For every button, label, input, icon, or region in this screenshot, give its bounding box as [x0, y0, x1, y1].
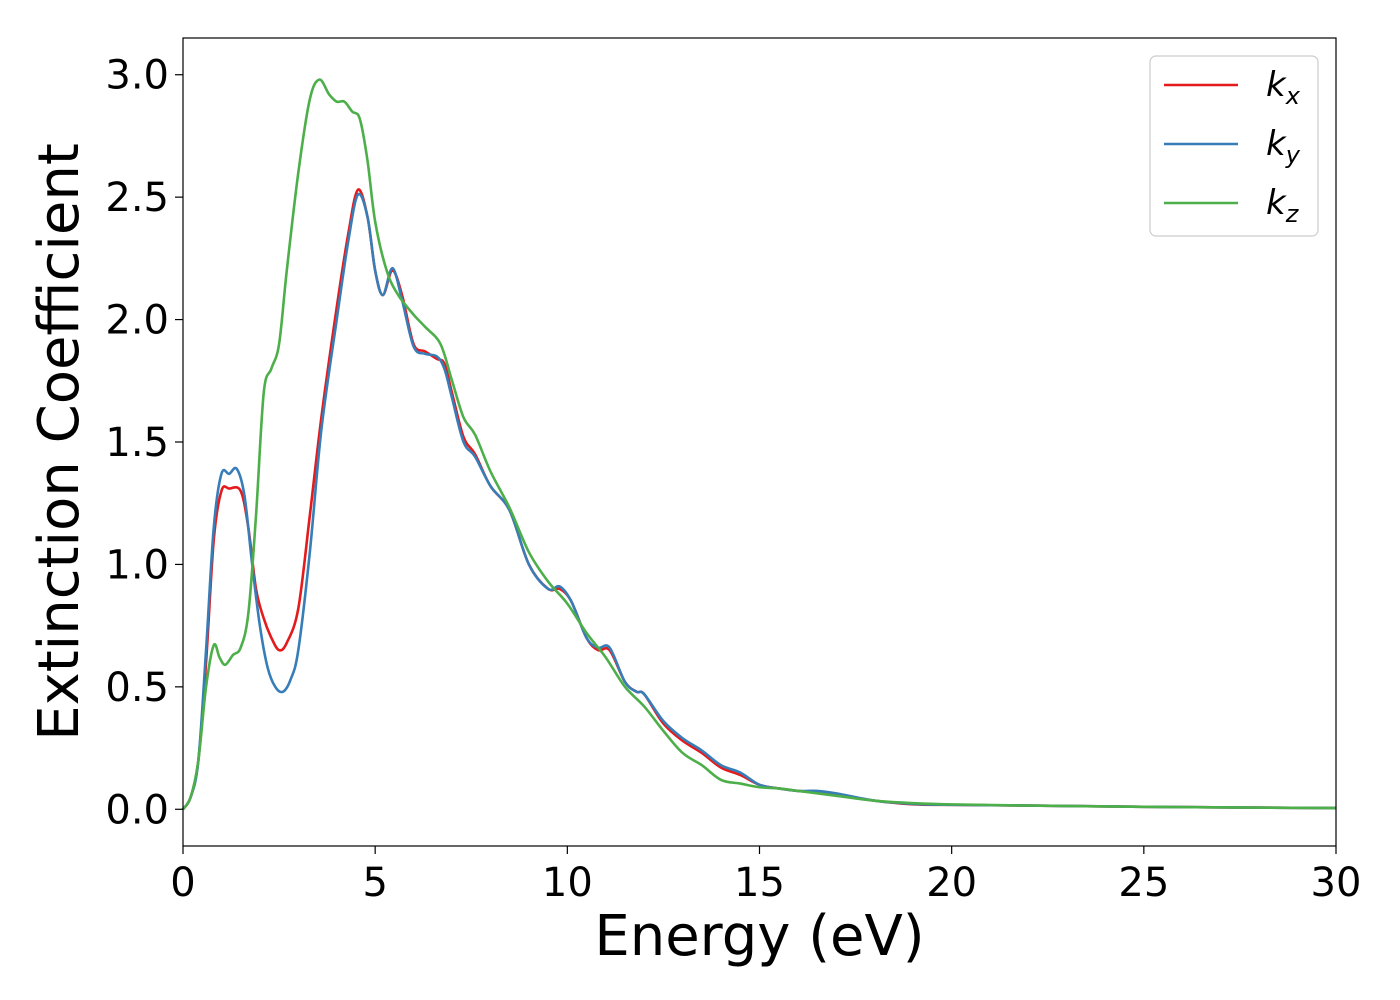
y-axis-ticks: 0.0 0.5 1.0 1.5 2.0 2.5 3.0	[105, 53, 183, 833]
y-tick-label: 0.0	[105, 787, 169, 833]
x-tick-label: 30	[1311, 860, 1362, 906]
legend-label-kz: kz	[1266, 183, 1300, 228]
x-tick-label: 0	[170, 860, 195, 906]
x-tick-label: 10	[542, 860, 593, 906]
y-tick-label: 2.0	[105, 298, 169, 344]
series-layer	[181, 78, 1337, 811]
x-axis-label: Energy (eV)	[594, 904, 924, 969]
y-tick-label: 1.0	[105, 542, 169, 588]
legend-box	[1149, 55, 1319, 237]
legend-label-kx: kx	[1266, 65, 1301, 110]
legend-label-ky: ky	[1266, 124, 1301, 169]
x-tick-label: 15	[734, 860, 785, 906]
series-line-kz	[181, 78, 1337, 811]
x-tick-label: 20	[926, 860, 977, 906]
y-axis-label: Extinction Coefficient	[27, 143, 92, 741]
legend: kx ky kz	[1149, 55, 1319, 237]
x-axis-ticks: 0 5 10 15 20 25 30	[170, 846, 1361, 906]
y-tick-label: 0.5	[105, 665, 169, 711]
y-tick-label: 2.5	[105, 175, 169, 221]
y-tick-label: 1.5	[105, 420, 169, 466]
y-tick-label: 3.0	[105, 53, 169, 99]
x-tick-label: 25	[1118, 860, 1169, 906]
x-tick-label: 5	[362, 860, 387, 906]
legend-entries: kx ky kz	[1164, 65, 1301, 228]
